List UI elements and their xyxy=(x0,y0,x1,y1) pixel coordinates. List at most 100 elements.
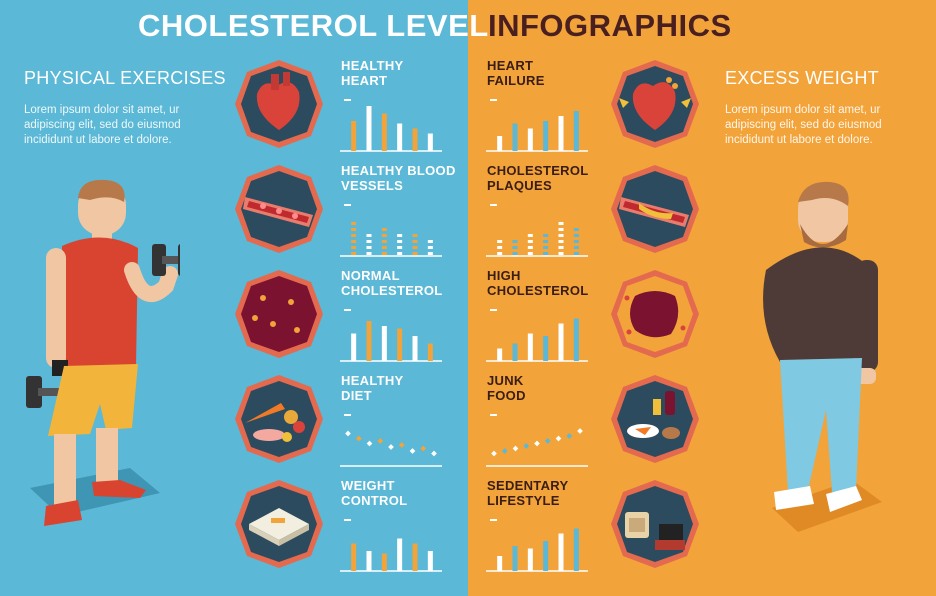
chart-bar xyxy=(573,228,579,255)
label-healthy-heart: HEALTHY HEART xyxy=(341,58,404,88)
label-normal-cholesterol: NORMAL CHOLESTEROL xyxy=(341,268,443,298)
chart-sedentary-lifestyle xyxy=(486,519,588,572)
healthy-diet-circle xyxy=(235,375,323,463)
chart-marker xyxy=(344,519,351,521)
chart-marker xyxy=(344,309,351,311)
label-healthy-diet: HEALTHY DIET xyxy=(341,373,404,403)
chart-bar xyxy=(351,121,357,151)
chart-bar xyxy=(497,556,503,571)
chart-bar xyxy=(527,548,533,571)
chart-point xyxy=(512,445,519,452)
chart-bar xyxy=(397,234,403,255)
normal-cholesterol-circle xyxy=(235,270,323,358)
chart-point xyxy=(366,440,373,447)
chart-point xyxy=(534,440,540,447)
chart-point xyxy=(409,448,416,454)
scale-icon xyxy=(249,508,309,546)
heart-failure-circle xyxy=(611,60,699,148)
excess-weight-text: Lorem ipsum dolor sit amet, ur adipiscin… xyxy=(725,104,882,146)
chart-point xyxy=(491,450,497,457)
chart-point xyxy=(577,428,583,434)
chart-bar xyxy=(427,240,433,255)
label-sedentary-lifestyle: SEDENTARY LIFESTYLE xyxy=(487,478,569,508)
junk-food-icon xyxy=(627,391,680,439)
chart-bar xyxy=(366,321,372,361)
chart-bar xyxy=(512,343,518,361)
chart-bar xyxy=(573,318,579,361)
label-healthy-blood-vessels: HEALTHY BLOOD VESSELS xyxy=(341,163,456,193)
chart-bar xyxy=(512,546,518,571)
chart-bar xyxy=(366,106,372,151)
chart-point xyxy=(523,443,530,449)
chart-healthy-heart xyxy=(340,99,442,152)
chart-bar xyxy=(527,333,533,361)
weight-control-circle xyxy=(235,480,323,568)
chart-marker xyxy=(490,99,497,101)
chart-point xyxy=(377,438,384,444)
chart-point xyxy=(420,445,427,452)
blood-vessels-circle xyxy=(235,165,323,253)
junk-food-circle xyxy=(611,375,699,463)
chart-bar xyxy=(412,543,418,571)
title-cholesterol-level: CHOLESTEROL LEVEL xyxy=(138,8,489,43)
chart-high-cholesterol xyxy=(486,309,588,362)
chart-point xyxy=(566,433,573,439)
chart-bar xyxy=(558,323,564,361)
chart-marker xyxy=(490,519,497,521)
chart-point xyxy=(431,450,437,457)
blood-cell-icon xyxy=(252,295,300,333)
chart-bar xyxy=(558,222,564,255)
chart-bar xyxy=(397,538,403,571)
chart-bar xyxy=(512,240,518,255)
chart-bar xyxy=(412,234,418,255)
chart-bar xyxy=(573,528,579,571)
chart-weight-control xyxy=(340,519,442,572)
chart-bar xyxy=(497,240,503,255)
chart-point xyxy=(345,430,351,437)
healthy-heart-circle xyxy=(235,60,323,148)
couch-tv-icon xyxy=(625,512,685,550)
chart-bar xyxy=(497,136,503,151)
title-infographics: INFOGRAPHICS xyxy=(488,8,732,43)
heart-icon xyxy=(256,72,300,130)
chart-bar xyxy=(381,553,387,571)
chart-bar xyxy=(573,111,579,151)
excess-weight-heading: EXCESS WEIGHT xyxy=(725,68,879,88)
chart-marker xyxy=(344,204,351,206)
chart-marker xyxy=(490,414,497,416)
chart-heart-failure xyxy=(486,99,588,152)
chart-bar xyxy=(543,234,549,255)
chart-marker xyxy=(344,414,351,416)
chart-healthy-diet xyxy=(340,414,442,467)
chart-bar xyxy=(497,348,503,361)
chart-point xyxy=(544,438,551,444)
chart-bar xyxy=(366,234,372,255)
chart-cholesterol-plaques xyxy=(486,204,588,257)
chart-bar xyxy=(351,543,357,571)
chart-normal-cholesterol xyxy=(340,309,442,362)
chart-bar xyxy=(412,128,418,151)
chart-bar xyxy=(427,133,433,151)
chart-bar xyxy=(381,113,387,151)
chart-bar xyxy=(397,328,403,361)
chart-bar xyxy=(427,343,433,361)
overweight-person-illustration xyxy=(763,181,882,532)
chart-bar xyxy=(381,228,387,255)
chart-point xyxy=(355,435,362,442)
physical-exercises-text: Lorem ipsum dolor sit amet, ur adipiscin… xyxy=(24,104,181,146)
chart-point xyxy=(398,442,405,448)
chart-healthy-blood-vessels xyxy=(340,204,442,257)
chart-bar xyxy=(412,336,418,361)
chart-bar xyxy=(351,333,357,361)
food-icon xyxy=(245,403,305,442)
chart-point xyxy=(388,444,394,450)
high-cholesterol-circle xyxy=(611,270,699,358)
chart-bar xyxy=(543,121,549,151)
label-heart-failure: HEART FAILURE xyxy=(487,58,545,88)
chart-bar xyxy=(558,116,564,151)
clogged-artery-icon xyxy=(619,197,689,227)
chart-point xyxy=(501,448,508,454)
chart-bar xyxy=(512,123,518,151)
physical-exercises-heading: PHYSICAL EXERCISES xyxy=(24,68,226,88)
chart-bar xyxy=(527,128,533,151)
